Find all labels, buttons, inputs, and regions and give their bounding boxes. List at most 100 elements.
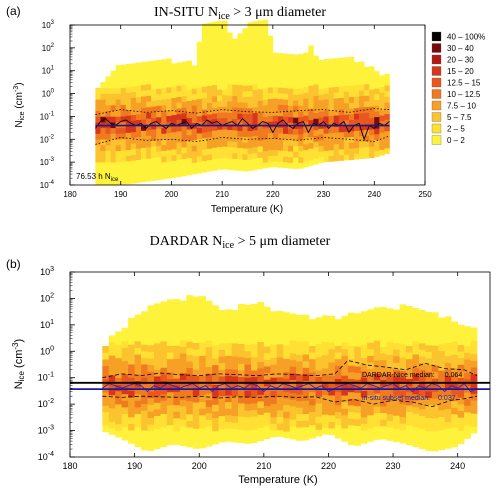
heatmap-cell <box>425 424 433 432</box>
heatmap-cell <box>186 129 193 136</box>
heatmap-cell <box>386 387 394 395</box>
heatmap-cell <box>470 347 478 355</box>
heatmap-cell <box>379 143 385 150</box>
heatmap-cell <box>146 146 152 153</box>
heatmap-cell <box>108 427 116 435</box>
heatmap-cell <box>418 409 426 417</box>
heatmap-cell <box>247 90 253 97</box>
heatmap-cell <box>386 354 394 362</box>
heatmap-cell <box>156 134 162 141</box>
heatmap-cell <box>232 38 238 45</box>
heatmap-cell <box>222 100 228 107</box>
heatmap-cell <box>464 398 471 406</box>
heatmap-cell <box>108 421 116 429</box>
heatmap-cell <box>115 351 122 359</box>
panel-b-label: (b) <box>6 257 21 271</box>
heatmap-cell <box>263 339 271 347</box>
heatmap-cell <box>373 327 381 335</box>
heatmap-cell <box>212 96 218 103</box>
heatmap-cell <box>147 358 155 366</box>
heatmap-cell <box>323 81 329 88</box>
heatmap-cell <box>250 323 258 331</box>
heatmap-cell <box>373 353 381 361</box>
heatmap-cell <box>334 431 342 439</box>
heatmap-cell <box>120 104 127 111</box>
heatmap-cell <box>173 365 181 373</box>
heatmap-cell <box>464 425 471 433</box>
heatmap-cell <box>100 93 106 100</box>
heatmap-cell <box>303 132 309 139</box>
heatmap-cell <box>276 396 284 404</box>
heatmap-cell <box>231 309 239 317</box>
heatmap-cell <box>315 376 323 384</box>
heatmap-cell <box>364 123 370 130</box>
heatmap-cell <box>186 123 193 130</box>
heatmap-cell <box>289 340 297 347</box>
heatmap-cell <box>348 85 355 92</box>
heatmap-cell <box>384 79 390 86</box>
heatmap-cell <box>135 176 142 183</box>
heatmap-cell <box>115 417 122 425</box>
heatmap-cell <box>218 362 226 370</box>
heatmap-cell <box>313 147 319 154</box>
heatmap-cell <box>323 116 329 123</box>
heatmap-cell <box>315 429 323 437</box>
heatmap-cell <box>343 114 350 121</box>
heatmap-cell <box>161 76 167 83</box>
heatmap-cell <box>218 382 226 390</box>
heatmap-cell <box>262 88 269 95</box>
heatmap-cell <box>313 152 319 159</box>
heatmap-cell <box>238 323 245 331</box>
heatmap-cell <box>141 350 148 358</box>
heatmap-cell <box>151 77 157 84</box>
heatmap-cell <box>406 325 413 333</box>
heatmap-cell <box>250 403 258 411</box>
heatmap-cell <box>231 402 239 410</box>
heatmap-cell <box>431 345 439 353</box>
heatmap-cell <box>154 415 161 423</box>
heatmap-cell <box>302 341 310 348</box>
heatmap-cell <box>217 83 223 90</box>
heatmap-cell <box>270 430 278 438</box>
heatmap-cell <box>205 333 213 341</box>
heatmap-cell <box>217 123 223 130</box>
heatmap-cell <box>438 344 446 351</box>
heatmap-cell <box>252 55 258 62</box>
heatmap-cell <box>315 370 323 378</box>
heatmap-cell <box>267 110 274 117</box>
heatmap-cell <box>192 435 200 443</box>
heatmap-cell <box>196 58 203 65</box>
heatmap-cell <box>347 372 355 380</box>
heatmap-cell <box>179 313 187 321</box>
heatmap-cell <box>267 98 274 105</box>
heatmap-cell <box>262 19 269 26</box>
heatmap-cell <box>186 341 194 349</box>
heatmap-cell <box>176 113 182 120</box>
heatmap-cell <box>227 158 233 165</box>
heatmap-cell <box>418 428 426 436</box>
heatmap-cell <box>225 428 232 436</box>
heatmap-cell <box>206 159 213 166</box>
heatmap-cell <box>242 28 248 35</box>
heatmap-cell <box>192 362 200 370</box>
heatmap-cell <box>247 113 253 120</box>
heatmap-cell <box>272 58 279 65</box>
heatmap-cell <box>146 141 152 148</box>
heatmap-cell <box>386 308 394 316</box>
heatmap-cell <box>262 48 269 55</box>
heatmap-cell <box>100 150 106 157</box>
heatmap-cell <box>379 92 385 99</box>
heatmap-cell <box>130 91 137 98</box>
heatmap-cell <box>212 33 218 40</box>
heatmap-cell <box>399 330 407 338</box>
heatmap-cell <box>293 105 299 112</box>
heatmap-cell <box>166 87 172 94</box>
heatmap-cell <box>303 69 309 76</box>
heatmap-cell <box>257 49 264 56</box>
heatmap-cell <box>201 166 208 173</box>
heatmap-cell <box>134 413 142 421</box>
heatmap-cell <box>354 425 362 433</box>
heatmap-cell <box>341 388 349 396</box>
heatmap-cell <box>313 101 319 108</box>
heatmap-cell <box>110 99 116 106</box>
